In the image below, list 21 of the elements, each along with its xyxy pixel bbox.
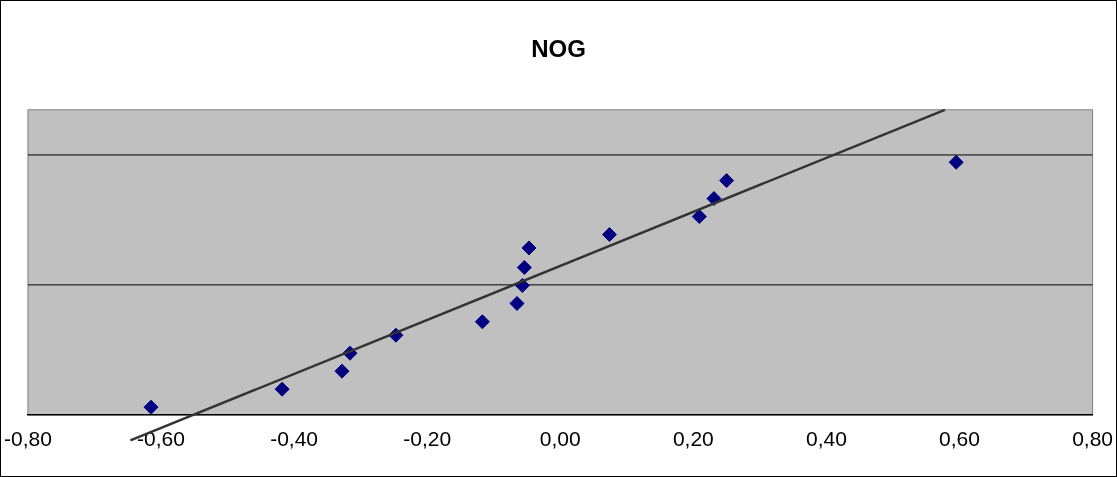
- point: [948, 154, 964, 170]
- x-tick-label: 0,20: [672, 427, 714, 451]
- chart-title: NOG: [531, 35, 586, 63]
- x-tick-label: 0,40: [805, 427, 847, 451]
- point: [334, 363, 350, 379]
- x-tick-label: -0,60: [137, 427, 185, 451]
- point: [509, 295, 525, 311]
- point: [143, 399, 159, 415]
- x-tick-label: -0,20: [403, 427, 452, 451]
- x-tick-label: 0,00: [539, 427, 581, 451]
- point: [719, 173, 735, 189]
- x-tick-label: -0,80: [4, 427, 52, 451]
- x-tick-label: 0,60: [939, 427, 980, 451]
- x-tick-label: 0,80: [1072, 427, 1113, 451]
- point: [521, 240, 537, 256]
- point: [274, 381, 290, 397]
- x-tick-label: -0,40: [270, 427, 319, 451]
- point: [601, 227, 617, 243]
- point: [516, 259, 532, 275]
- point: [474, 314, 490, 330]
- point: [691, 209, 707, 225]
